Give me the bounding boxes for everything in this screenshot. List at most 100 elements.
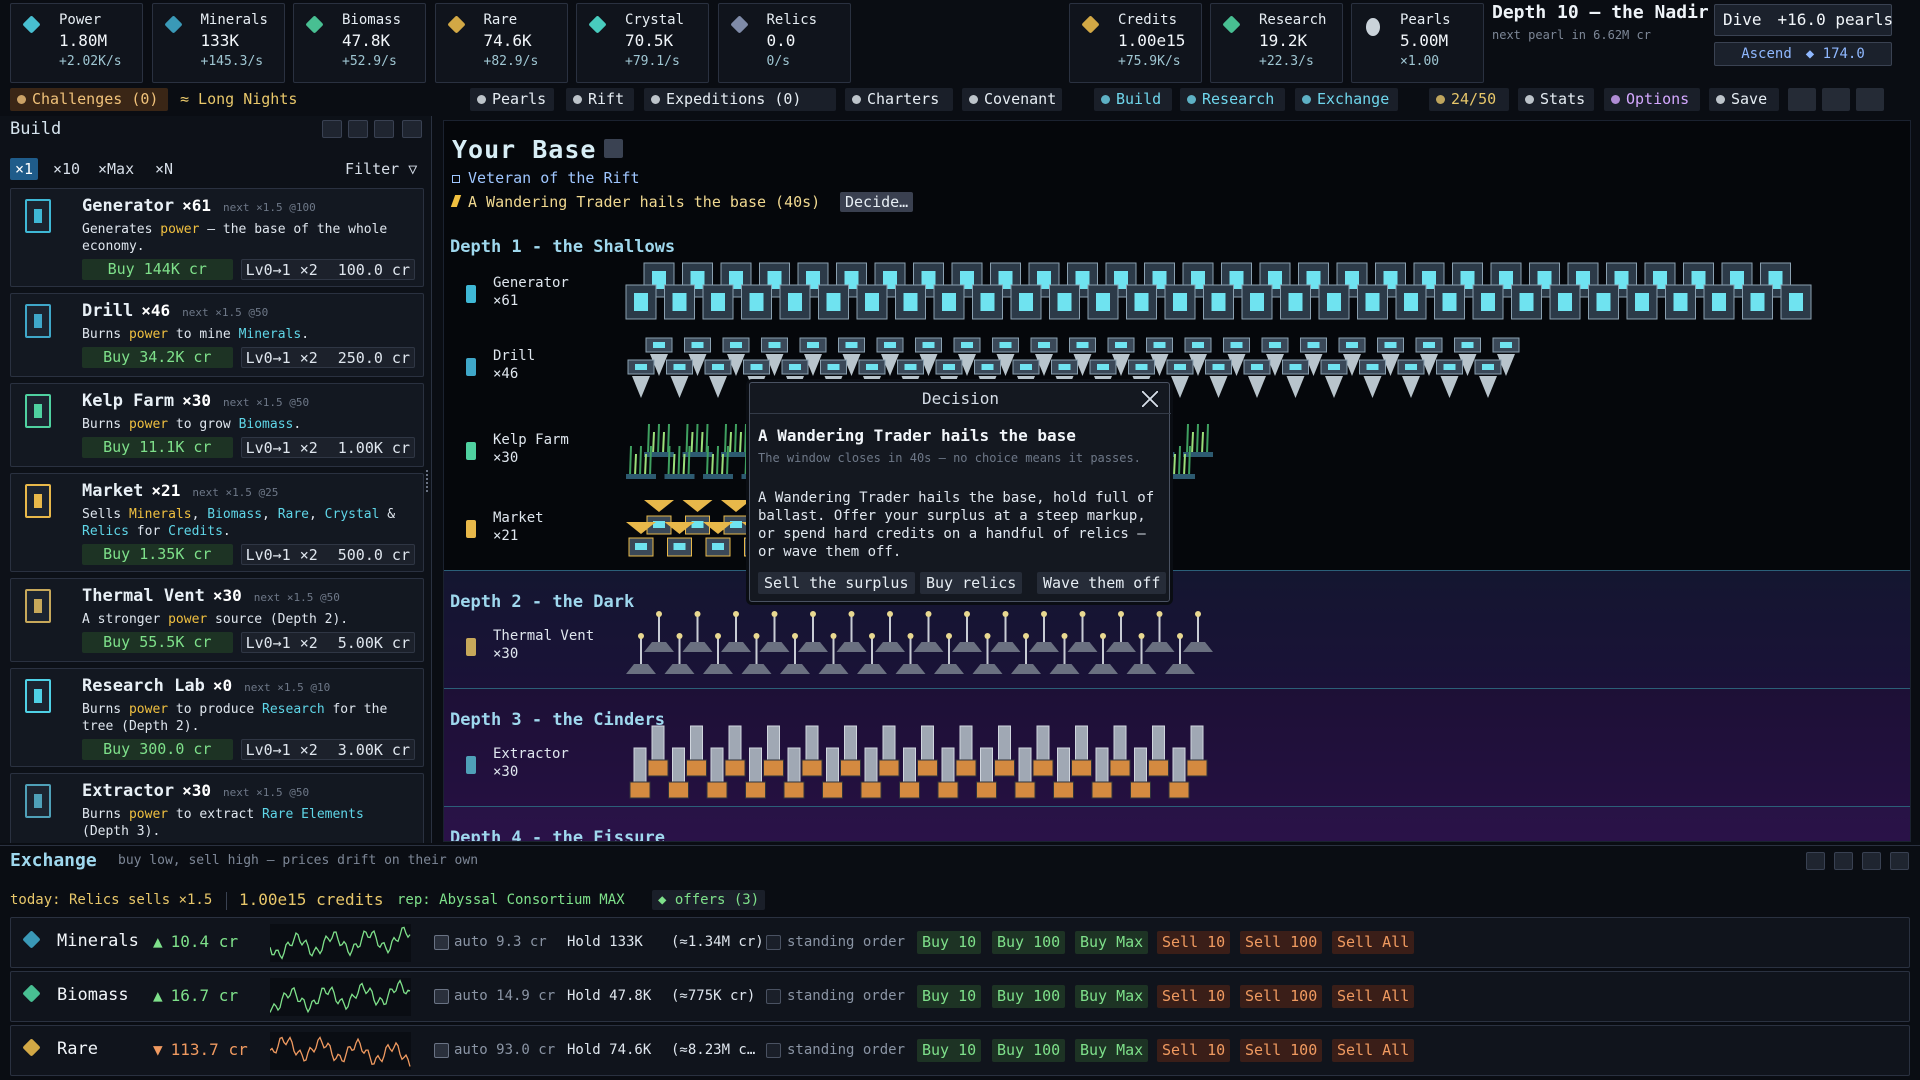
buy-button[interactable]: Buy 11.1K cr — [82, 437, 233, 458]
icon-button[interactable] — [1856, 88, 1884, 111]
building-card[interactable]: Generator ×61 next ×1.5 @100 Generates powe… — [10, 188, 424, 287]
panel-control[interactable] — [322, 120, 342, 138]
buy-button[interactable]: Buy 10 — [917, 985, 982, 1008]
panel-control[interactable] — [1862, 852, 1881, 870]
buy-button[interactable]: Buy Max — [1075, 1039, 1149, 1062]
auto-checkbox[interactable] — [434, 935, 449, 950]
filter-button[interactable]: Filter ▽ — [345, 160, 418, 178]
panel-control[interactable] — [402, 120, 422, 138]
multiplier-button[interactable]: ×10 — [53, 160, 81, 178]
price: ▲ 16.7 cr — [153, 986, 238, 1005]
building-card[interactable]: Kelp Farm ×30 next ×1.5 @50 Burns power to … — [10, 383, 424, 467]
building-card[interactable]: Thermal Vent ×30 next ×1.5 @50 A stronger p… — [10, 578, 424, 662]
upgrade-button[interactable]: Lv0→1 ×2 500.0 cr — [240, 544, 415, 565]
sell-button[interactable]: Sell 100 — [1240, 931, 1323, 954]
drill-core — [961, 342, 973, 348]
buy-button[interactable]: Buy 300.0 cr — [82, 739, 233, 760]
choice-button[interactable]: Sell the surplus — [758, 572, 915, 594]
auto-checkbox[interactable] — [434, 1043, 449, 1058]
panel-control[interactable] — [1890, 852, 1909, 870]
buy-button[interactable]: Buy 100 — [992, 931, 1066, 954]
building-card[interactable]: Extractor ×30 next ×1.5 @50 Burns power to … — [10, 773, 424, 843]
ascend-button[interactable]: Ascend ◆ 174.0 — [1714, 42, 1892, 66]
nav-tab[interactable]: Pearls — [470, 88, 554, 111]
depth-title: Depth 10 — the Nadir — [1492, 2, 1709, 23]
standing-checkbox[interactable] — [766, 989, 781, 1004]
close-button[interactable] — [1142, 391, 1158, 407]
panel-control[interactable] — [374, 120, 394, 138]
challenges-button[interactable]: Challenges (0) — [10, 88, 168, 111]
menu-button[interactable]: Options — [1604, 88, 1700, 111]
sell-button[interactable]: Sell 10 — [1157, 931, 1231, 954]
vent-base — [895, 664, 926, 674]
standing-checkbox[interactable] — [766, 935, 781, 950]
resource-rate: +145.3/s — [200, 54, 264, 69]
drill-core — [1307, 342, 1320, 348]
building-card[interactable]: Research Lab ×0 next ×1.5 @10 Burns power t… — [10, 668, 424, 767]
sell-button[interactable]: Sell All — [1332, 931, 1415, 954]
menu-button[interactable]: Stats — [1518, 88, 1594, 111]
drill-core — [999, 342, 1012, 348]
multiplier-button[interactable]: ×Max — [98, 160, 135, 178]
upgrade-button[interactable]: Lv0→1 ×2 3.00K cr — [240, 739, 415, 760]
trophy-counter[interactable]: 24/50 — [1429, 88, 1509, 111]
offers-button[interactable]: ◆ offers (3) — [652, 890, 766, 910]
vent-base — [875, 642, 905, 652]
icon — [305, 15, 324, 34]
decide-button[interactable]: Decide… — [840, 192, 914, 212]
icon — [22, 15, 41, 34]
sell-button[interactable]: Sell 10 — [1157, 985, 1231, 1008]
buy-button[interactable]: Buy 1.35K cr — [82, 544, 233, 565]
building-card[interactable]: Market ×21 next ×1.5 @25 Sells Minerals, Bi… — [10, 473, 424, 572]
sell-button[interactable]: Sell All — [1332, 1039, 1415, 1062]
upgrade-button[interactable]: Lv0→1 ×2 1.00K cr — [240, 437, 415, 458]
icon-button[interactable] — [1822, 88, 1850, 111]
buy-button[interactable]: Buy 55.5K cr — [82, 632, 233, 653]
panel-control[interactable] — [1834, 852, 1853, 870]
sell-button[interactable]: Sell All — [1332, 985, 1415, 1008]
dive-gain: +16.0 pearls — [1777, 10, 1894, 29]
card-actions: Buy 144K cr Lv0→1 ×2 100.0 cr — [82, 259, 415, 280]
buy-button[interactable]: Buy Max — [1075, 985, 1149, 1008]
nav-tab[interactable]: Expeditions (0) — [644, 88, 836, 111]
buy-button[interactable]: Buy 10 — [917, 1039, 982, 1062]
sell-button[interactable]: Sell 100 — [1240, 1039, 1323, 1062]
view-tab[interactable]: Build — [1094, 88, 1172, 111]
nav-tab[interactable]: Covenant — [962, 88, 1062, 111]
sell-button[interactable]: Sell 100 — [1240, 985, 1323, 1008]
choice-button[interactable]: Wave them off — [1037, 572, 1167, 594]
vent-base — [913, 642, 944, 652]
panel-control[interactable] — [348, 120, 368, 138]
building-card[interactable]: Drill ×46 next ×1.5 @50 Burns power to mine… — [10, 293, 424, 377]
buy-button[interactable]: Buy 100 — [992, 985, 1066, 1008]
buy-button[interactable]: Buy 100 — [992, 1039, 1066, 1062]
sell-button[interactable]: Sell 10 — [1157, 1039, 1231, 1062]
view-tab[interactable]: Research — [1180, 88, 1285, 111]
auto-checkbox[interactable] — [434, 989, 449, 1004]
multiplier-button[interactable]: ×1 — [10, 158, 39, 180]
buy-button[interactable]: Buy 144K cr — [82, 259, 233, 280]
multiplier-button[interactable]: ×N — [155, 160, 174, 178]
buy-button[interactable]: Buy Max — [1075, 931, 1149, 954]
extractor-sprite — [941, 747, 955, 785]
menu-button[interactable]: Save — [1709, 88, 1779, 111]
building-name: Drill — [82, 301, 134, 321]
icon-button[interactable] — [1788, 88, 1816, 111]
standing-checkbox[interactable] — [766, 1043, 781, 1058]
nav-tab[interactable]: Rift — [566, 88, 634, 111]
upgrade-button[interactable]: Lv0→1 ×2 100.0 cr — [240, 259, 415, 280]
nav-tab[interactable]: Charters — [845, 88, 953, 111]
drill-core — [1443, 364, 1456, 370]
choice-button[interactable]: Buy relics — [920, 572, 1023, 594]
buy-button[interactable]: Buy 34.2K cr — [82, 347, 233, 368]
market-window — [653, 521, 665, 528]
panel-control[interactable] — [1806, 852, 1825, 870]
extractor-base — [1168, 781, 1190, 799]
upgrade-button[interactable]: Lv0→1 ×2 250.0 cr — [240, 347, 415, 368]
dialog-headline: A Wandering Trader hails the base — [758, 426, 1076, 445]
dive-button[interactable]: Dive +16.0 pearls — [1714, 4, 1894, 36]
base-dropdown[interactable] — [604, 139, 623, 158]
view-tab[interactable]: Exchange — [1295, 88, 1398, 111]
buy-button[interactable]: Buy 10 — [917, 931, 982, 954]
upgrade-button[interactable]: Lv0→1 ×2 5.00K cr — [240, 632, 415, 653]
